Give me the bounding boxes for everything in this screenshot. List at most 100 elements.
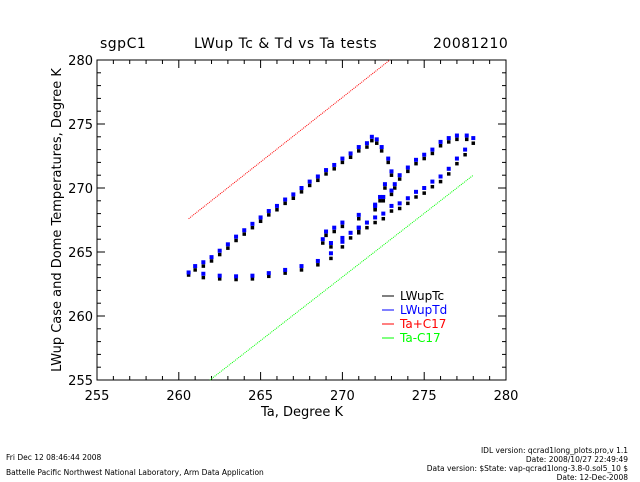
data-point (299, 268, 304, 272)
data-point (340, 239, 345, 244)
data-point (201, 275, 206, 280)
data-point (299, 190, 304, 194)
data-point (446, 140, 451, 144)
data-point (414, 161, 418, 166)
data-point (324, 172, 328, 176)
data-point (234, 277, 238, 282)
data-point (201, 260, 206, 265)
data-point (414, 195, 418, 199)
plot-frame (96, 59, 507, 381)
data-point (454, 156, 459, 161)
y-tick-label: 280 (68, 54, 93, 69)
x-tick-label: 255 (85, 389, 110, 404)
footer-run-date: Date: 12-Dec-2008 (556, 473, 628, 482)
x-tick-label: 270 (330, 389, 355, 404)
data-point (381, 216, 386, 221)
data-point (209, 259, 214, 263)
data-point (321, 241, 325, 245)
data-point (225, 242, 230, 247)
data-point (422, 191, 426, 195)
data-point (217, 277, 222, 281)
data-point (234, 238, 238, 243)
data-point (316, 178, 320, 183)
data-point (340, 224, 345, 229)
data-point (324, 168, 329, 173)
data-point (348, 230, 353, 235)
data-point (374, 137, 379, 142)
data-point (397, 177, 402, 181)
data-point (250, 277, 255, 281)
data-point (438, 139, 443, 144)
legend-label-lwuptd: LWupTd (400, 303, 447, 317)
data-point (389, 173, 394, 177)
y-tick-label: 275 (68, 118, 93, 133)
data-point (275, 208, 279, 212)
data-point (250, 221, 255, 226)
legend-label-lwuptc: LWupTc (400, 289, 444, 303)
data-point (381, 199, 386, 203)
data-point (291, 196, 296, 200)
data-point (340, 220, 345, 225)
footer-file-date: Date: 2008/10/27 22:49:49 (525, 455, 628, 464)
data-point (320, 237, 325, 242)
data-point (463, 152, 467, 157)
data-point (283, 201, 287, 206)
data-point (378, 199, 382, 203)
x-tick-label: 265 (248, 389, 273, 404)
data-point (332, 167, 336, 171)
data-point (217, 248, 222, 253)
data-point (250, 225, 255, 230)
data-point (364, 220, 369, 225)
data-point (266, 209, 271, 214)
data-point (242, 228, 247, 233)
data-point (315, 174, 320, 179)
data-point (369, 134, 374, 139)
data-point (193, 264, 198, 269)
data-point (446, 136, 451, 141)
series-lwuptc (186, 137, 476, 282)
legend-label-ta-c17: Ta-C17 (399, 331, 441, 345)
data-point (370, 138, 374, 143)
data-point (392, 182, 397, 187)
data-point (375, 141, 379, 145)
data-point (454, 133, 459, 138)
data-point (315, 258, 320, 263)
data-point (373, 220, 377, 225)
reference-line (188, 59, 391, 220)
data-point (299, 264, 304, 269)
data-point (455, 161, 459, 166)
data-point (328, 241, 333, 246)
data-point (471, 136, 476, 141)
site-label: sgpC1 (100, 36, 147, 52)
data-point (340, 160, 345, 165)
x-tick-label: 260 (166, 389, 191, 404)
data-point (379, 149, 384, 153)
data-point (414, 189, 419, 194)
data-point (299, 186, 304, 190)
data-point (422, 156, 426, 161)
data-point (217, 252, 222, 257)
data-point (242, 232, 246, 236)
y-axis-label: LWup Case and Dome Temperatures, Degree … (50, 68, 65, 372)
data-point (356, 212, 361, 217)
data-point (217, 273, 222, 278)
date-label: 20081210 (433, 36, 509, 52)
data-point (430, 151, 435, 156)
data-point (386, 160, 390, 165)
footer-idl-version: IDL version: qcrad1long_plots.pro,v 1.1 (480, 446, 628, 455)
data-point (397, 201, 402, 206)
data-point (405, 165, 410, 170)
data-point (324, 233, 328, 238)
data-point (389, 169, 394, 174)
data-point (267, 274, 271, 279)
chart-title: LWup Tc & Td vs Ta tests (194, 36, 378, 52)
footer-institution: Battelle Pacific Northwest National Labo… (6, 468, 264, 477)
legend-label-ta-c17: Ta+C17 (399, 317, 446, 331)
data-point (406, 201, 410, 206)
data-point (381, 211, 386, 216)
data-point (328, 251, 333, 256)
data-point (258, 215, 263, 220)
data-point (365, 225, 369, 230)
footer-data-version: Data version: $State: vap-qcrad1long-3.8… (426, 464, 628, 473)
data-point (283, 271, 287, 275)
